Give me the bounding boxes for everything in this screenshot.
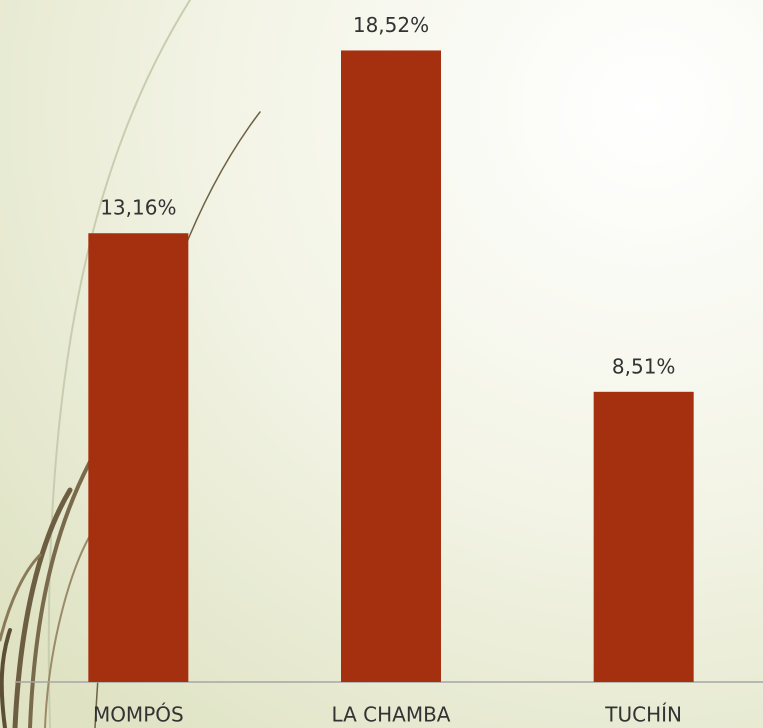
x-tick-label: LA CHAMBA [332,703,451,727]
data-label: 18,52% [353,13,429,37]
x-tick-label: TUCHÍN [604,703,682,727]
data-label: 13,16% [100,196,176,220]
bar [593,391,694,682]
x-tick-label: MOMPÓS [93,703,184,727]
data-label: 8,51% [612,354,676,378]
bar [341,50,441,682]
bar [88,233,189,682]
